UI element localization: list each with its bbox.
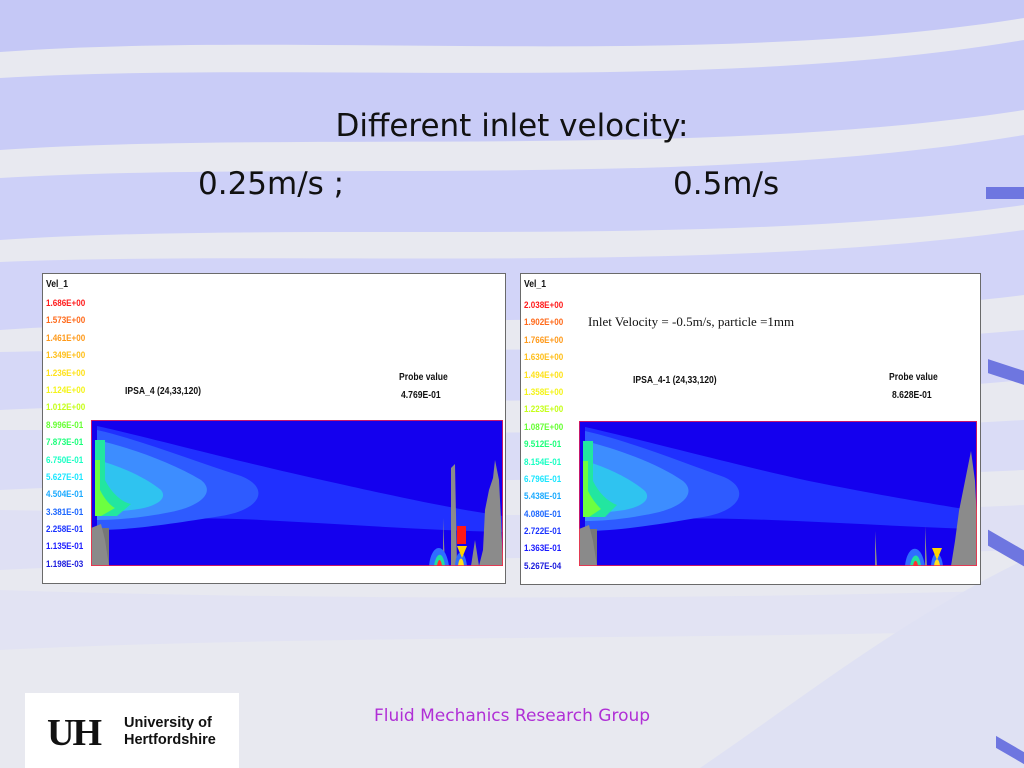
legend-value: 1.349E+00 bbox=[46, 349, 86, 361]
logo-line-2: Hertfordshire bbox=[124, 732, 216, 748]
legend-value: 4.504E-01 bbox=[46, 488, 84, 500]
simulation-note: Inlet Velocity = -0.5m/s, particle =1mm bbox=[588, 314, 795, 329]
variable-label: Vel_1 bbox=[46, 279, 69, 290]
legend-value: 1.198E-03 bbox=[46, 557, 84, 569]
legend-value: 1.363E-01 bbox=[524, 542, 562, 554]
legend-value: 1.236E+00 bbox=[46, 366, 86, 378]
legend-value: 5.438E-01 bbox=[524, 490, 562, 502]
probe-value: 4.769E-01 bbox=[401, 390, 441, 401]
legend-value: 1.573E+00 bbox=[46, 314, 86, 326]
legend-value: 4.080E-01 bbox=[524, 507, 562, 519]
probe-value: 8.628E-01 bbox=[892, 390, 932, 401]
legend-value: 1.135E-01 bbox=[46, 540, 84, 552]
legend-value: 1.494E+00 bbox=[524, 368, 564, 380]
legend-value: 6.796E-01 bbox=[524, 472, 562, 484]
legend-value: 1.124E+00 bbox=[46, 383, 86, 395]
legend-value: 5.627E-01 bbox=[46, 470, 84, 482]
simulation-panel-left: Vel_1 1.686E+00 1.573E+00 1.461E+00 1.34… bbox=[42, 273, 506, 584]
logo-line-1: University of bbox=[124, 715, 212, 731]
legend-value: 1.461E+00 bbox=[46, 331, 86, 343]
left-velocity-label: 0.25m/s ; bbox=[198, 166, 345, 202]
ipsa-label: IPSA_4-1 (24,33,120) bbox=[633, 375, 717, 386]
logo-mark: UH bbox=[47, 712, 102, 754]
simulation-panel-right: Vel_1 2.038E+00 1.902E+00 1.766E+00 1.63… bbox=[520, 273, 981, 585]
legend-value: 1.630E+00 bbox=[524, 351, 564, 363]
legend-value: 5.267E-04 bbox=[524, 559, 562, 571]
legend-value: 1.766E+00 bbox=[524, 333, 564, 345]
ipsa-label: IPSA_4 (24,33,120) bbox=[125, 386, 202, 397]
velocity-contour-plot bbox=[579, 421, 977, 566]
legend-value: 1.223E+00 bbox=[524, 403, 564, 415]
legend-value: 7.873E-01 bbox=[46, 436, 84, 448]
footer-group-name: Fluid Mechanics Research Group bbox=[373, 706, 651, 726]
legend-value: 1.686E+00 bbox=[46, 297, 86, 308]
probe-label: Probe value bbox=[889, 372, 938, 383]
legend-value: 2.258E-01 bbox=[46, 523, 84, 535]
color-legend: 2.038E+00 1.902E+00 1.766E+00 1.630E+00 … bbox=[524, 296, 570, 574]
legend-value: 8.996E-01 bbox=[46, 418, 84, 430]
right-velocity-label: 0.5m/s bbox=[673, 166, 780, 202]
logo-text: University of Hertfordshire bbox=[124, 715, 216, 749]
legend-value: 8.154E-01 bbox=[524, 455, 562, 467]
legend-value: 1.358E+00 bbox=[524, 385, 564, 397]
slide-title: Different inlet velocity: bbox=[335, 108, 689, 144]
legend-value: 6.750E-01 bbox=[46, 453, 84, 465]
university-logo: UH University of Hertfordshire bbox=[25, 693, 239, 768]
legend-value: 1.087E+00 bbox=[524, 420, 564, 432]
legend-value: 1.902E+00 bbox=[524, 316, 564, 328]
legend-value: 3.381E-01 bbox=[46, 505, 84, 517]
variable-label: Vel_1 bbox=[524, 279, 547, 290]
legend-value: 2.038E+00 bbox=[524, 299, 564, 310]
color-legend: 1.686E+00 1.573E+00 1.461E+00 1.349E+00 … bbox=[46, 294, 92, 572]
legend-value: 1.012E+00 bbox=[46, 401, 86, 413]
velocity-contour-plot bbox=[91, 420, 503, 566]
legend-value: 2.722E-01 bbox=[524, 525, 562, 537]
legend-value: 9.512E-01 bbox=[524, 438, 562, 450]
probe-label: Probe value bbox=[399, 372, 448, 383]
decor-bar bbox=[986, 187, 1024, 199]
